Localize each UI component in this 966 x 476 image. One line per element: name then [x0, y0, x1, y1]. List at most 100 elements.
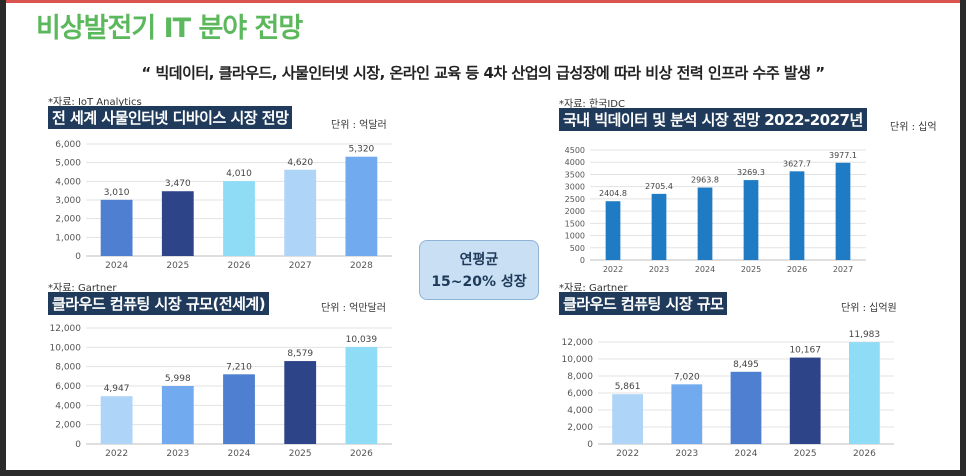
- data-label: 3,010: [104, 188, 130, 198]
- chart1-title: 전 세계 사물인터넷 디바이스 시장 전망: [48, 106, 293, 129]
- chart3-source: *자료: Gartner: [48, 283, 117, 294]
- data-label: 2705.4: [645, 182, 673, 191]
- y-tick-label: 1500: [565, 219, 585, 228]
- x-tick-label: 2025: [741, 265, 761, 274]
- bar: [345, 156, 378, 256]
- bar: [284, 169, 317, 256]
- y-tick-label: 2500: [565, 195, 585, 204]
- data-label: 8,579: [287, 349, 313, 359]
- x-tick-label: 2023: [166, 449, 189, 459]
- data-label: 5,998: [165, 374, 191, 384]
- y-tick-label: 10,000: [562, 355, 594, 365]
- x-tick-label: 2025: [166, 261, 189, 271]
- chart1-iot-bar-chart: 0 1,000 2,000 3,000 4,000 5,000 6,000 3,010 2024…: [55, 140, 392, 271]
- x-tick-label: 2023: [649, 265, 669, 274]
- x-tick-label: 2025: [794, 449, 817, 459]
- chart3-cloud-global-bar-chart: 0 2,000 4,000 6,000 8,000 10,000 12,000 4,947 20…: [50, 324, 392, 459]
- chart4-title: 클라우드 컴퓨팅 시장 규모: [559, 292, 728, 315]
- y-tick-label: 5,000: [55, 159, 81, 169]
- y-tick-label: 3000: [565, 183, 585, 192]
- chart4-source: *자료: Gartner: [559, 283, 628, 294]
- data-label: 2963.8: [691, 176, 719, 185]
- y-tick-label: 1,000: [55, 233, 81, 243]
- y-tick-label: 500: [570, 244, 585, 253]
- x-tick-label: 2024: [105, 261, 128, 271]
- x-tick-label: 2026: [228, 261, 251, 271]
- y-tick-label: 0: [75, 252, 81, 262]
- y-tick-label: 2,000: [55, 421, 81, 431]
- data-label: 5,861: [615, 382, 641, 392]
- data-label: 3,470: [165, 179, 191, 189]
- top-accent-line: [6, 0, 960, 3]
- y-tick-label: 12,000: [562, 338, 594, 348]
- data-label: 3627.7: [783, 159, 811, 168]
- y-tick-label: 4500: [565, 146, 585, 155]
- chart4-unit: 단위 : 십억원: [841, 303, 897, 314]
- bar: [612, 394, 643, 444]
- y-tick-label: 4,000: [55, 177, 81, 187]
- data-label: 3977.1: [829, 151, 857, 160]
- x-tick-label: 2026: [350, 449, 373, 459]
- data-label: 11,983: [849, 330, 881, 340]
- chart2-title: 국내 빅데이터 및 분석 시장 전망 2022-2027년: [559, 108, 867, 131]
- x-tick-label: 2027: [289, 261, 312, 271]
- bar: [835, 162, 851, 260]
- data-label: 3269.3: [737, 168, 765, 177]
- chart2-source: *자료: 한국IDC: [559, 99, 625, 110]
- y-tick-label: 8,000: [55, 363, 81, 373]
- chart3-title: 클라우드 컴퓨팅 시장 규모(전세계): [48, 292, 270, 315]
- y-tick-label: 2,000: [55, 215, 81, 225]
- y-tick-label: 4,000: [55, 401, 81, 411]
- data-label: 2404.8: [599, 189, 627, 198]
- x-tick-label: 2022: [105, 449, 128, 459]
- data-label: 7,020: [674, 372, 700, 382]
- bar: [789, 357, 821, 444]
- bar: [100, 199, 133, 256]
- page-title: 비상발전기 IT 분야 전망: [36, 13, 303, 44]
- growth-badge-line1: 연평균: [459, 252, 499, 268]
- y-tick-label: 8,000: [567, 372, 593, 382]
- chart2-bigdata-bar-chart: 0 500 1000 1500 2000 2500 3000 3500 4000 4500 2404…: [565, 146, 866, 274]
- chart4-cloud-domestic-bar-chart: 0 2,000 4,000 6,000 8,000 10,000 12,000 5,861 20…: [562, 330, 894, 459]
- y-tick-label: 0: [75, 440, 81, 450]
- x-tick-label: 2028: [350, 261, 373, 271]
- x-tick-label: 2026: [787, 265, 807, 274]
- data-label: 4,010: [226, 169, 252, 179]
- x-tick-label: 2025: [289, 449, 312, 459]
- headline-quote: “ 빅데이터, 클라우드, 사물인터넷 시장, 온라인 교육 등 4차 산업의 …: [141, 64, 825, 82]
- chart2-unit: 단위 : 십억: [890, 122, 937, 133]
- chart1-unit: 단위 : 억달러: [331, 120, 387, 131]
- bar: [789, 171, 805, 260]
- data-label: 7,210: [226, 362, 252, 372]
- x-tick-label: 2023: [675, 449, 698, 459]
- bar: [161, 191, 194, 256]
- bar: [161, 386, 194, 444]
- x-tick-label: 2024: [695, 265, 715, 274]
- chart1-source: *자료: IoT Analytics: [48, 97, 142, 108]
- y-tick-label: 3,000: [55, 196, 81, 206]
- bar: [223, 374, 255, 444]
- bar: [849, 342, 880, 444]
- x-tick-label: 2024: [228, 449, 251, 459]
- bar: [743, 180, 759, 260]
- y-tick-label: 4000: [565, 158, 585, 167]
- x-tick-label: 2027: [833, 265, 853, 274]
- data-label: 10,167: [789, 346, 821, 356]
- bar: [651, 193, 667, 260]
- slide: 비상발전기 IT 분야 전망 “ 빅데이터, 클라우드, 사물인터넷 시장, 온…: [6, 0, 960, 470]
- x-tick-label: 2022: [603, 265, 623, 274]
- x-tick-label: 2026: [853, 449, 876, 459]
- x-tick-label: 2022: [616, 449, 639, 459]
- y-tick-label: 0: [580, 256, 585, 265]
- y-tick-label: 3500: [565, 170, 585, 179]
- y-tick-label: 6,000: [567, 389, 593, 399]
- y-tick-label: 6,000: [55, 382, 81, 392]
- y-tick-label: 4,000: [567, 406, 593, 416]
- y-tick-label: 12,000: [50, 324, 82, 334]
- y-tick-label: 10,000: [50, 343, 82, 353]
- chart3-unit: 단위 : 억만달러: [321, 303, 386, 314]
- data-label: 4,620: [287, 158, 313, 168]
- bar: [671, 384, 703, 444]
- data-label: 4,947: [104, 384, 130, 394]
- bar: [223, 181, 255, 256]
